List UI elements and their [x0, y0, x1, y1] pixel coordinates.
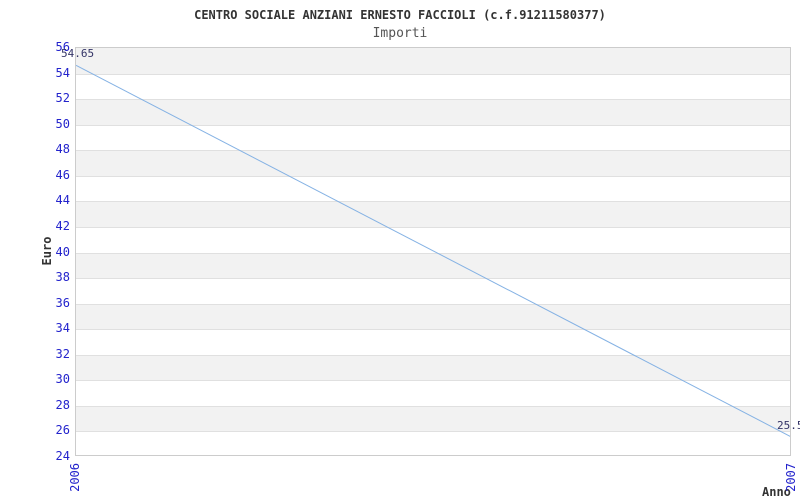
x-axis-title: Anno [762, 485, 791, 499]
gridline [76, 329, 790, 331]
gridline [76, 99, 790, 101]
y-tick-label: 42 [55, 218, 70, 233]
series-line [76, 64, 790, 437]
plot-band [76, 99, 790, 125]
plot-band [76, 431, 790, 455]
gridline [76, 405, 790, 407]
plot-area [75, 47, 791, 456]
y-tick-label: 26 [55, 423, 70, 438]
y-tick-label: 30 [55, 372, 70, 387]
y-tick-label: 46 [55, 167, 70, 182]
plot-band [76, 175, 790, 202]
plot-band [76, 124, 790, 151]
y-tick-label: 56 [55, 40, 70, 54]
plot-band [76, 150, 790, 176]
plot-band [76, 73, 790, 100]
y-tick-label: 28 [55, 397, 70, 412]
plot-band [76, 48, 790, 74]
x-tick-label: 2006 [68, 463, 82, 492]
gridline [76, 73, 790, 75]
plot-band [76, 252, 790, 279]
plot-band [76, 380, 790, 406]
y-tick-label: 40 [55, 244, 70, 259]
gridline [76, 303, 790, 305]
gridline [76, 252, 790, 254]
y-tick-label: 54 [55, 65, 70, 80]
plot-band [76, 303, 790, 330]
gridline [76, 226, 790, 228]
y-tick-label: 44 [55, 193, 70, 208]
chart-subtitle: Importi [372, 26, 428, 41]
y-tick-label: 52 [55, 91, 70, 106]
y-tick-label: 36 [55, 295, 70, 310]
x-tick-label: 2007 [784, 463, 798, 492]
y-tick-label: 24 [55, 449, 70, 463]
plot-band [76, 278, 790, 304]
plot-band [76, 201, 790, 227]
gridline [76, 278, 790, 280]
point-value-label: 25.54 [777, 419, 800, 433]
chart-title: CENTRO SOCIALE ANZIANI ERNESTO FACCIOLI … [194, 8, 606, 22]
y-tick-label: 32 [55, 346, 70, 361]
gridline [76, 201, 790, 203]
gridline [76, 150, 790, 152]
gridline [76, 431, 790, 433]
y-tick-label: 50 [55, 116, 70, 131]
plot-band [76, 354, 790, 381]
gridline [76, 354, 790, 356]
point-value-label: 54.65 [61, 47, 95, 61]
series-line-svg [76, 64, 790, 437]
gridline [76, 124, 790, 126]
plot-band [76, 405, 790, 432]
plot-band [76, 226, 790, 253]
gridline [76, 175, 790, 177]
gridline [76, 380, 790, 382]
plot-band [76, 329, 790, 355]
y-tick-label: 48 [55, 142, 70, 157]
y-tick-label: 34 [55, 321, 70, 336]
y-tick-label: 38 [55, 270, 70, 285]
